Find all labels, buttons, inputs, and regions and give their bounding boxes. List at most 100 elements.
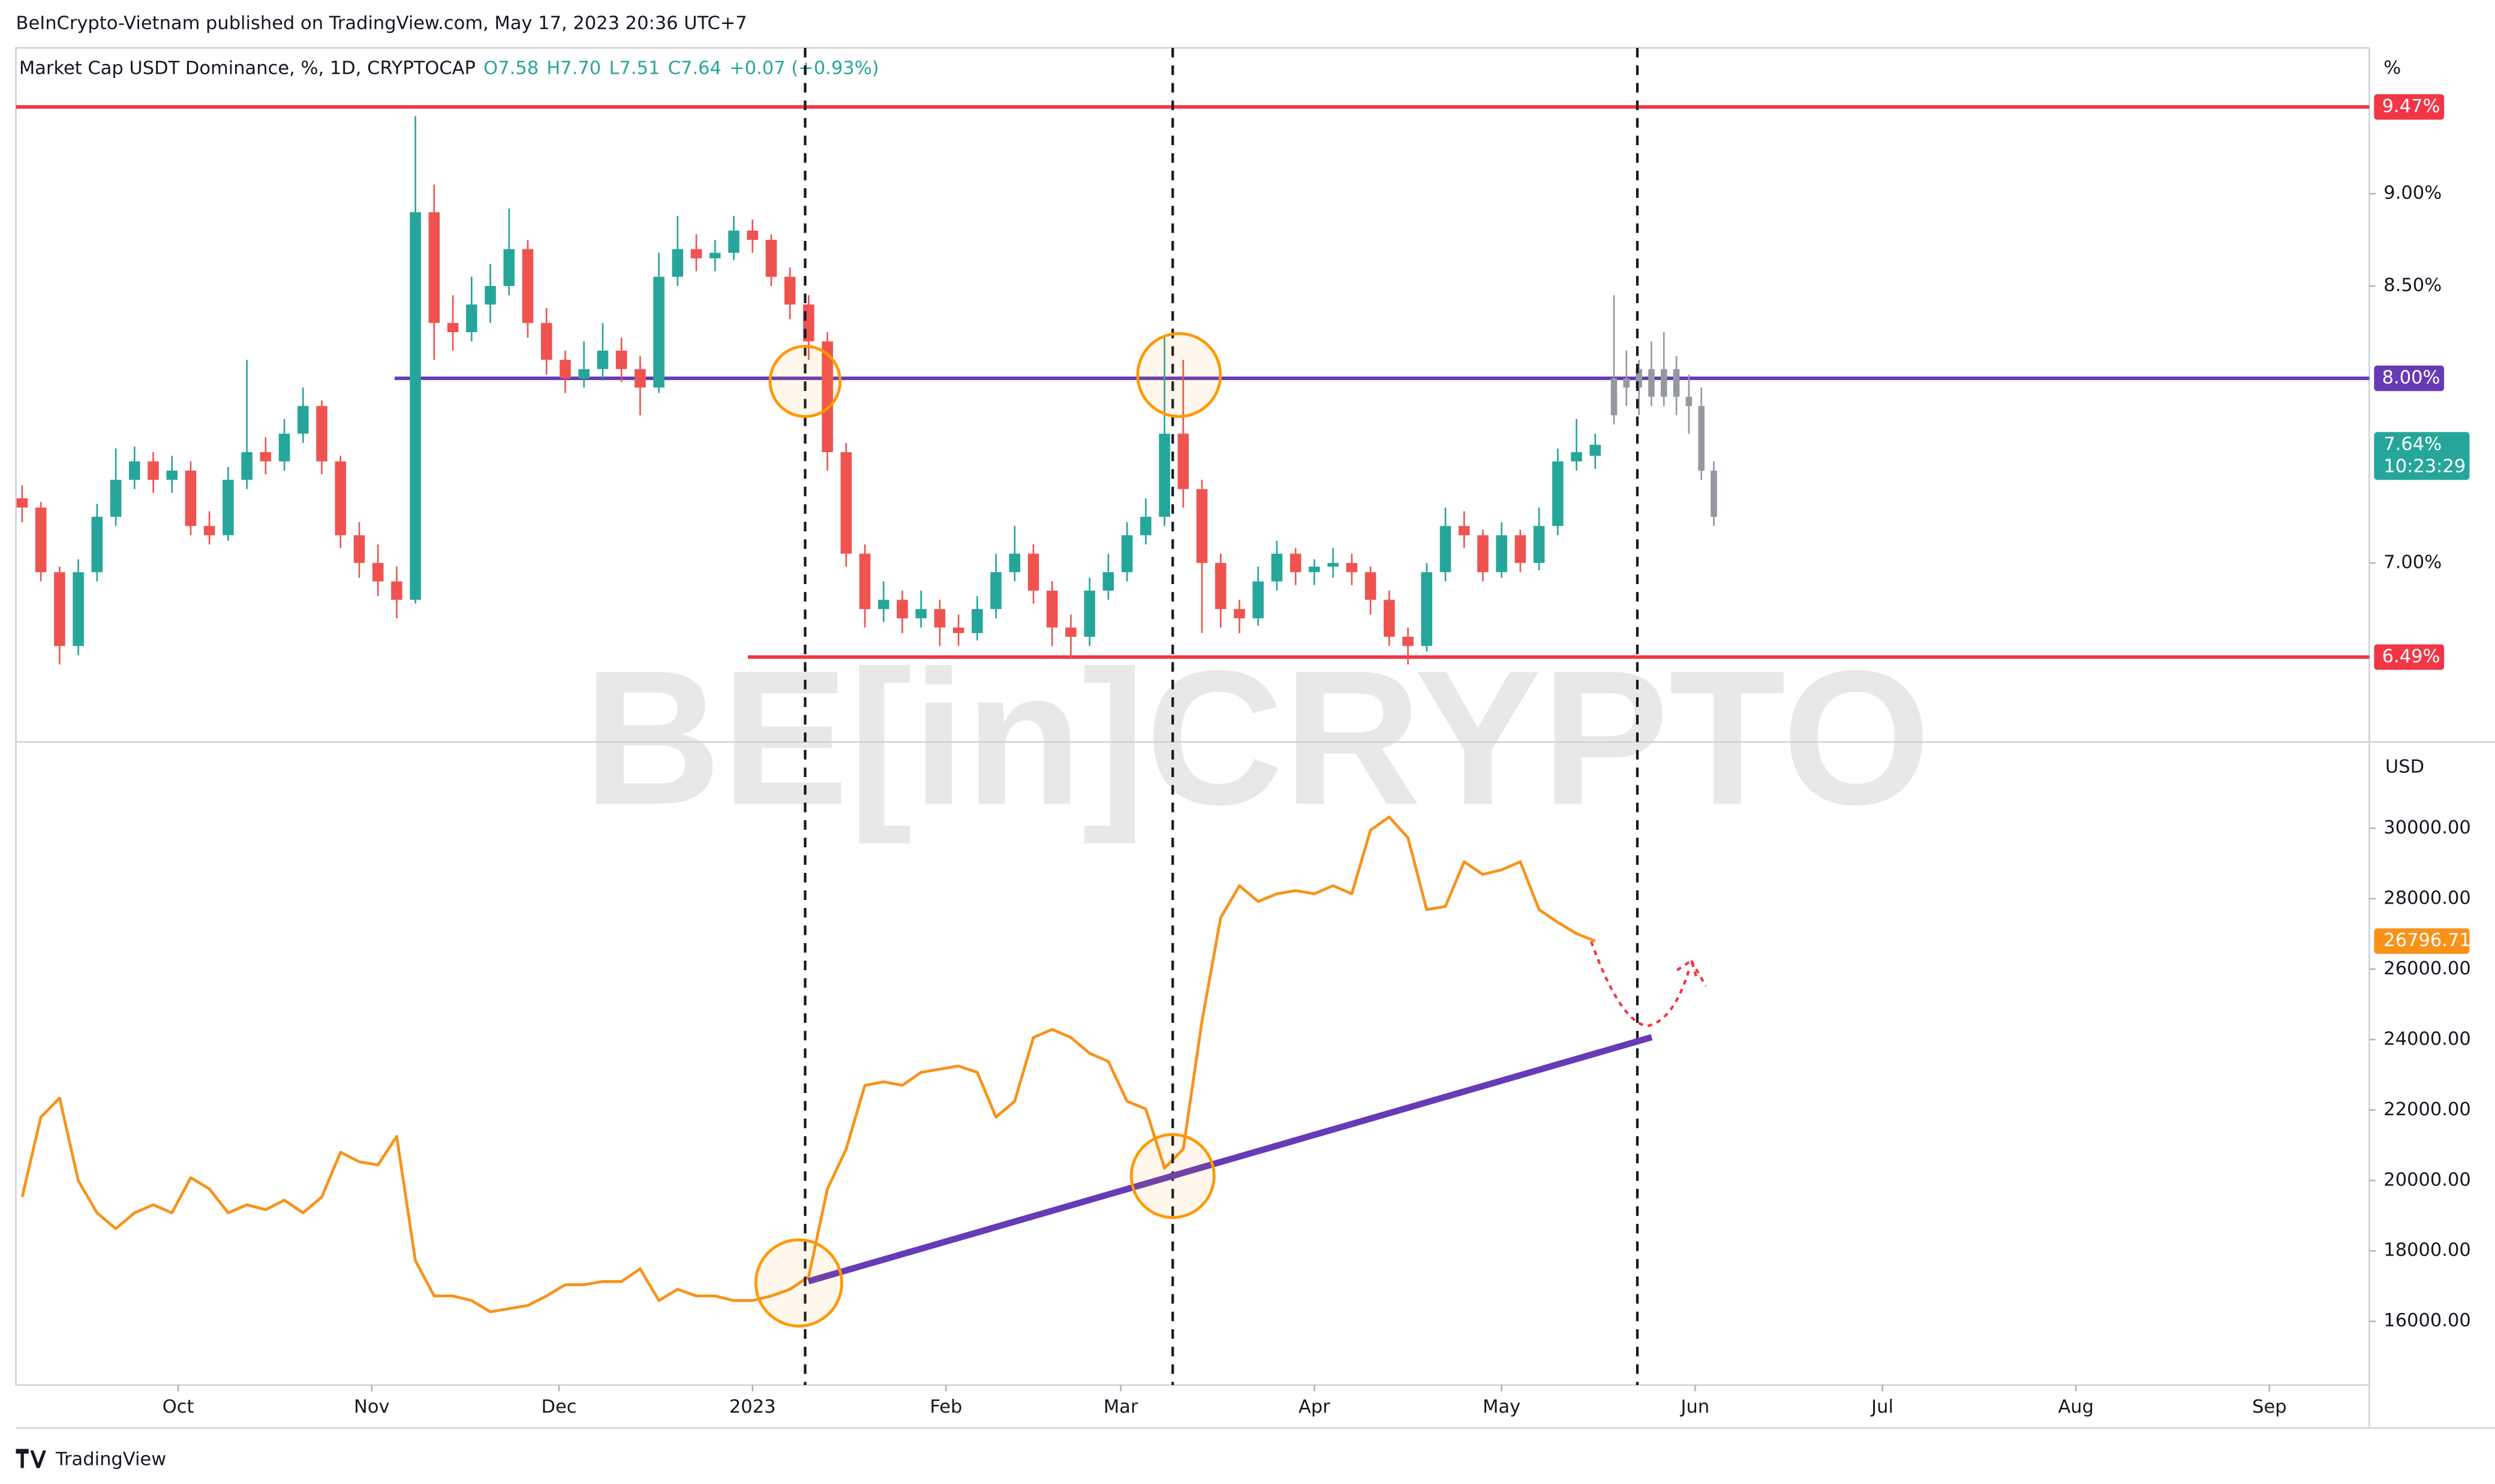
x-tick-label: Jul bbox=[1870, 1396, 1893, 1417]
candle-body bbox=[1309, 567, 1320, 573]
brand-logo bbox=[16, 1449, 46, 1468]
level-label: 6.49% bbox=[2382, 646, 2440, 667]
price-label: 7.64% bbox=[2383, 434, 2442, 454]
candle-body bbox=[560, 360, 571, 378]
candle-body bbox=[1711, 470, 1717, 517]
candle-body bbox=[1698, 406, 1705, 471]
candle-body bbox=[1458, 526, 1470, 535]
candle-body bbox=[91, 516, 103, 573]
candle-body bbox=[278, 434, 290, 462]
candle-body bbox=[1402, 637, 1414, 646]
candle-body bbox=[129, 461, 140, 480]
candle-body bbox=[635, 369, 646, 388]
candle-body bbox=[297, 406, 309, 434]
candle-body bbox=[1271, 553, 1283, 582]
x-tick-label: Apr bbox=[1298, 1396, 1330, 1417]
series-title: Market Cap USDT Dominance, %, 1D, CRYPTO… bbox=[19, 58, 879, 79]
candle-body bbox=[1234, 609, 1245, 619]
candle-body bbox=[1346, 562, 1358, 573]
y-tick-label: 28000.00 bbox=[2383, 887, 2471, 908]
candle-body bbox=[16, 498, 28, 508]
legend-value: C7.64 bbox=[668, 58, 722, 79]
annotations bbox=[754, 47, 1707, 1385]
candle-body bbox=[672, 249, 684, 277]
candle-body bbox=[840, 452, 852, 554]
x-tick-label: Jun bbox=[1679, 1396, 1709, 1417]
candle-body bbox=[934, 609, 946, 628]
candle-body bbox=[1252, 581, 1264, 619]
candle-body bbox=[822, 341, 833, 453]
candle-body bbox=[353, 535, 365, 563]
candle-body bbox=[185, 470, 197, 526]
candle-body bbox=[1327, 562, 1339, 567]
y-tick-label: 18000.00 bbox=[2383, 1240, 2471, 1261]
candle-body bbox=[391, 581, 402, 600]
candle-body bbox=[447, 323, 459, 332]
candle-body bbox=[1496, 535, 1507, 573]
candle-body bbox=[1533, 526, 1545, 563]
candle-body bbox=[1177, 434, 1189, 489]
legend-value: L7.51 bbox=[609, 58, 660, 79]
countdown: 10:23:29 bbox=[2383, 456, 2466, 477]
candle-body bbox=[203, 526, 215, 535]
level-label: 9.47% bbox=[2382, 96, 2440, 117]
y-tick-label: 20000.00 bbox=[2383, 1169, 2471, 1190]
price-label-box bbox=[2374, 432, 2470, 480]
candle-body bbox=[1159, 434, 1170, 517]
candle-body bbox=[972, 609, 983, 633]
y-tick-label: 16000.00 bbox=[2383, 1310, 2471, 1331]
level-label: 8.00% bbox=[2382, 367, 2440, 388]
candle-body bbox=[877, 600, 889, 609]
candle-body bbox=[1623, 378, 1630, 388]
legend-value: O7.58 bbox=[483, 58, 539, 79]
candle-body bbox=[897, 600, 908, 619]
level-label-box bbox=[2374, 644, 2445, 670]
candle-body bbox=[915, 609, 927, 619]
candle-body bbox=[690, 249, 702, 258]
candle-body bbox=[1636, 369, 1642, 388]
candle-body bbox=[466, 304, 477, 332]
candle-body bbox=[260, 452, 272, 462]
candle-body bbox=[540, 323, 552, 360]
y-tick-label: 30000.00 bbox=[2383, 817, 2471, 838]
x-tick-label: Dec bbox=[542, 1396, 577, 1417]
x-tick-label: Oct bbox=[163, 1396, 194, 1417]
candle-body bbox=[1514, 535, 1526, 563]
candle-body bbox=[615, 350, 627, 369]
price-line bbox=[20, 815, 1596, 1314]
candle-body bbox=[35, 507, 47, 573]
candle-body bbox=[1027, 553, 1039, 591]
candle-body bbox=[410, 212, 421, 600]
candle-body bbox=[166, 470, 178, 480]
candle-body bbox=[1009, 553, 1021, 573]
x-tick-label: May bbox=[1483, 1396, 1520, 1417]
candle-body bbox=[1047, 591, 1058, 628]
y-tick-label: 26000.00 bbox=[2383, 958, 2471, 979]
candle-body bbox=[578, 369, 590, 378]
price-label-box bbox=[2374, 928, 2470, 954]
brand-name: TradingView bbox=[55, 1449, 166, 1470]
candle-body bbox=[223, 480, 234, 535]
y-tick-label: 22000.00 bbox=[2383, 1099, 2471, 1120]
x-tick-label: Mar bbox=[1104, 1396, 1138, 1417]
candle-body bbox=[728, 230, 740, 253]
price-label: 26796.71 bbox=[2383, 930, 2471, 951]
candle-body bbox=[1215, 562, 1227, 609]
candle-body bbox=[1477, 535, 1489, 573]
candle-body bbox=[1571, 452, 1582, 462]
unit: USD bbox=[2385, 757, 2424, 778]
x-tick-label: 2023 bbox=[729, 1396, 776, 1417]
candle-body bbox=[372, 562, 384, 582]
candle-body bbox=[1384, 600, 1395, 637]
candle-body bbox=[1589, 444, 1601, 456]
candle-body bbox=[784, 276, 796, 305]
candle-body bbox=[1289, 553, 1301, 573]
candle-body bbox=[1685, 396, 1693, 407]
candle-body bbox=[952, 627, 964, 633]
candle-body bbox=[709, 252, 721, 258]
y-tick-label: 7.00% bbox=[2383, 552, 2442, 573]
level-label-box bbox=[2374, 365, 2445, 392]
candle-body bbox=[859, 553, 871, 609]
x-tick-label: Nov bbox=[354, 1396, 390, 1417]
candle-body bbox=[1610, 378, 1618, 416]
